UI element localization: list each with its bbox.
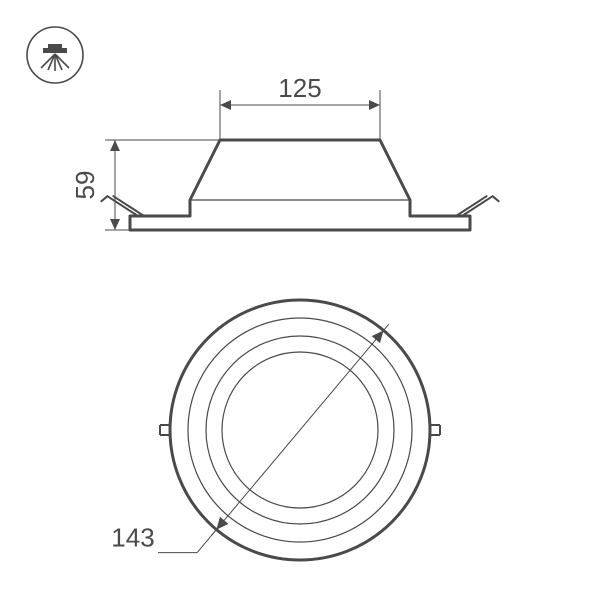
dim-height: 59 [70,171,100,200]
dim-top-width: 125 [278,73,321,103]
dim-diameter: 143 [111,523,154,553]
